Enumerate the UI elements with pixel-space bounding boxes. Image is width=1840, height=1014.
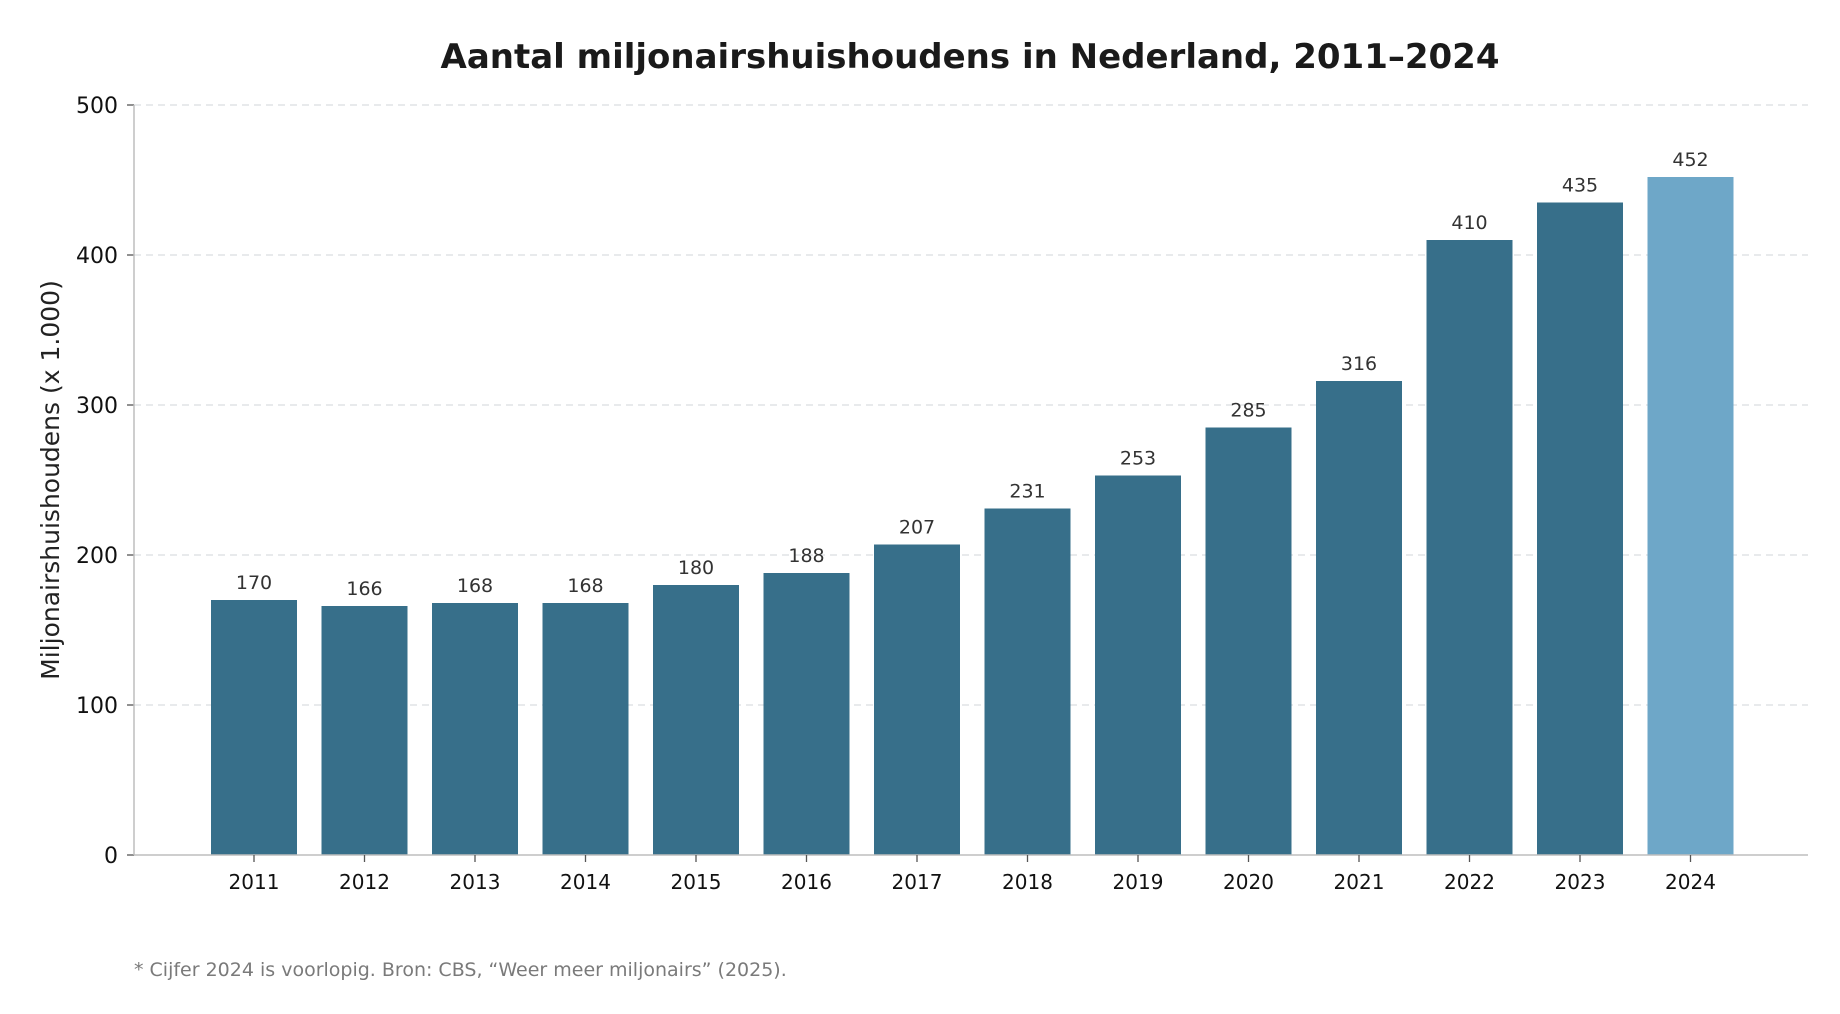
y-tick-label: 500 xyxy=(76,94,118,119)
bar-value-label-2012: 166 xyxy=(346,578,382,600)
bar-2020 xyxy=(1205,427,1292,855)
x-tick-label-2014: 2014 xyxy=(560,870,611,894)
x-tick-label-2015: 2015 xyxy=(671,870,722,894)
bar-2018 xyxy=(984,508,1071,855)
x-tick-label-2011: 2011 xyxy=(229,870,280,894)
data-labels: 170 166 168 168 180 188 207 231 253 285 316 410 435 4… xyxy=(236,149,1709,600)
x-tick-label-2012: 2012 xyxy=(339,870,390,894)
bar-2016 xyxy=(763,573,850,855)
chart-title: Aantal miljonairshuishoudens in Nederlan… xyxy=(441,37,1500,77)
bar-2019 xyxy=(1095,475,1181,855)
bar-value-label-2016: 188 xyxy=(788,545,824,567)
bar-2015 xyxy=(653,585,739,855)
x-tick-label-2019: 2019 xyxy=(1113,870,1164,894)
x-tick-label-2018: 2018 xyxy=(1002,870,1053,894)
bar-value-label-2023: 435 xyxy=(1562,175,1598,197)
grid-lines xyxy=(134,104,1808,706)
bar-value-label-2018: 231 xyxy=(1009,481,1045,503)
footnote: * Cijfer 2024 is voorlopig. Bron: CBS, “… xyxy=(134,959,787,981)
bar-value-label-2011: 170 xyxy=(236,572,272,594)
bar-2011 xyxy=(211,600,297,855)
x-tick-label-2020: 2020 xyxy=(1223,870,1274,894)
bar-value-label-2022: 410 xyxy=(1451,212,1487,234)
bar-2022 xyxy=(1426,240,1513,855)
x-tick-label-2016: 2016 xyxy=(781,870,832,894)
bars xyxy=(211,177,1734,855)
bar-value-label-2024: 452 xyxy=(1672,149,1708,171)
y-tick-label: 300 xyxy=(76,394,118,419)
bar-2012 xyxy=(321,606,408,855)
bar-2013 xyxy=(432,603,518,855)
x-tick-label-2022: 2022 xyxy=(1444,870,1495,894)
x-tick-label-2023: 2023 xyxy=(1555,870,1606,894)
bar-2017 xyxy=(874,544,960,855)
y-tick-label: 100 xyxy=(76,694,118,719)
bar-value-label-2021: 316 xyxy=(1341,353,1377,375)
x-tick-label-2013: 2013 xyxy=(450,870,501,894)
bar-value-label-2020: 285 xyxy=(1230,400,1266,422)
y-axis-label: Miljonairshuishoudens (x 1.000) xyxy=(36,280,65,680)
x-tick-label-2021: 2021 xyxy=(1334,870,1385,894)
bar-value-label-2019: 253 xyxy=(1120,448,1156,470)
x-tick-label-2024: 2024 xyxy=(1665,870,1716,894)
bar-2024 xyxy=(1647,177,1734,855)
x-tick-label-2017: 2017 xyxy=(892,870,943,894)
bar-2014 xyxy=(542,603,629,855)
bar-value-label-2014: 168 xyxy=(567,575,603,597)
bar-2021 xyxy=(1316,381,1402,855)
axes: 0 100 200 300 400 500 2011 2012 2013 2014 2015 2016… xyxy=(76,94,1808,894)
y-tick-label: 0 xyxy=(104,844,118,869)
y-tick-label: 400 xyxy=(76,244,118,269)
bar-2023 xyxy=(1537,202,1623,855)
bar-value-label-2017: 207 xyxy=(899,517,935,539)
bar-value-label-2013: 168 xyxy=(457,575,493,597)
bar-value-label-2015: 180 xyxy=(678,557,714,579)
y-tick-label: 200 xyxy=(76,544,118,569)
